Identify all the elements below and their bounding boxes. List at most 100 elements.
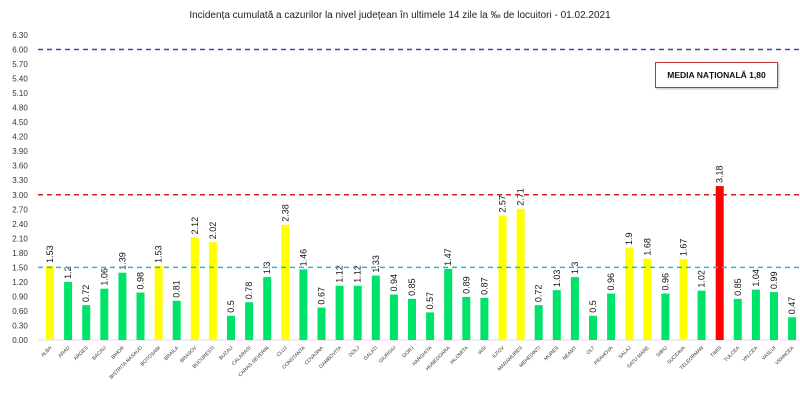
data-label: 0.67 bbox=[317, 287, 327, 305]
y-tick-label: 6.30 bbox=[12, 31, 28, 40]
y-tick-label: 4.80 bbox=[12, 104, 28, 113]
data-label: 2.12 bbox=[190, 217, 200, 235]
data-label: 1.06 bbox=[99, 268, 109, 286]
chart-title: Incidența cumulată a cazurilor la nivel … bbox=[189, 10, 611, 21]
y-tick-label: 5.10 bbox=[12, 89, 28, 98]
data-label: 0.98 bbox=[136, 272, 146, 290]
data-label: 1.9 bbox=[624, 233, 634, 246]
data-label: 2.02 bbox=[208, 222, 218, 240]
bar bbox=[426, 312, 435, 340]
data-label: 1.12 bbox=[335, 265, 345, 283]
bar bbox=[589, 315, 597, 340]
data-label: 0.5 bbox=[226, 300, 236, 313]
y-tick-label: 4.50 bbox=[12, 118, 28, 127]
x-tick-label: PRAHOVA bbox=[593, 345, 615, 367]
data-label: 0.96 bbox=[606, 273, 616, 291]
national-average-box: MEDIA NAȚIONALĂ 1,80 bbox=[655, 62, 778, 88]
data-label: 1.46 bbox=[298, 249, 308, 267]
bar bbox=[607, 293, 616, 340]
bar bbox=[190, 237, 199, 340]
bar bbox=[444, 268, 453, 340]
data-label: 3.18 bbox=[715, 166, 725, 184]
bar bbox=[208, 242, 217, 340]
data-label: 2.71 bbox=[516, 188, 526, 206]
x-tick-label: IALOMITA bbox=[449, 345, 470, 366]
bar bbox=[172, 300, 181, 340]
y-tick-label: 5.40 bbox=[12, 75, 28, 84]
bar bbox=[516, 208, 525, 340]
data-label: 0.78 bbox=[244, 282, 254, 300]
data-label: 0.85 bbox=[733, 278, 743, 296]
x-tick-label: SIBIU bbox=[655, 345, 669, 359]
bar bbox=[697, 290, 706, 340]
y-tick-label: 3.00 bbox=[12, 191, 28, 200]
data-label: 0.96 bbox=[660, 273, 670, 291]
x-tick-label: VRANCEA bbox=[774, 345, 796, 367]
bar bbox=[570, 277, 579, 340]
bar bbox=[154, 265, 163, 340]
y-tick-label: 1.80 bbox=[12, 249, 28, 258]
bar bbox=[245, 302, 254, 340]
x-tick-label: VASLUI bbox=[761, 345, 778, 362]
x-tick-label: VALCEA bbox=[741, 345, 759, 363]
x-tick-label: TULCEA bbox=[723, 345, 742, 364]
y-tick-label: 1.50 bbox=[12, 263, 28, 272]
y-tick-label: 0.00 bbox=[12, 336, 28, 345]
y-tick-label: 2.70 bbox=[12, 205, 28, 214]
x-tick-label: BRAILA bbox=[163, 345, 180, 362]
y-tick-label: 0.30 bbox=[12, 321, 28, 330]
bar bbox=[136, 292, 145, 340]
data-label: 1.53 bbox=[154, 245, 164, 263]
y-tick-label: 0.90 bbox=[12, 292, 28, 301]
bar bbox=[46, 265, 54, 340]
x-tick-label: NEAMT bbox=[562, 345, 579, 362]
data-label: 0.81 bbox=[172, 280, 182, 298]
data-label: 1.47 bbox=[443, 248, 453, 266]
bar bbox=[625, 248, 634, 340]
y-tick-label: 5.70 bbox=[12, 60, 28, 69]
bar bbox=[335, 285, 344, 340]
x-tick-label: ARAD bbox=[57, 345, 71, 359]
data-label: 0.72 bbox=[534, 285, 544, 303]
bar bbox=[715, 186, 724, 340]
data-label: 1.67 bbox=[679, 239, 689, 257]
bar bbox=[643, 258, 652, 340]
bar bbox=[408, 298, 416, 340]
data-label: 1.03 bbox=[552, 270, 562, 288]
bar bbox=[281, 224, 290, 340]
x-tick-label: ARGES bbox=[73, 345, 90, 362]
x-tick-label: IASI bbox=[477, 345, 488, 356]
data-label: 2.57 bbox=[498, 195, 508, 213]
data-label: 1.02 bbox=[697, 270, 707, 288]
bar bbox=[733, 298, 742, 340]
data-label: 1.2 bbox=[63, 266, 73, 279]
data-label: 2.38 bbox=[280, 204, 290, 222]
data-label: 1.04 bbox=[751, 269, 761, 287]
data-label: 0.94 bbox=[389, 274, 399, 292]
data-label: 1.53 bbox=[45, 245, 55, 263]
data-label: 1.68 bbox=[642, 238, 652, 256]
bar bbox=[118, 272, 127, 340]
bar bbox=[552, 290, 561, 340]
x-tick-label: DOLJ bbox=[348, 345, 362, 359]
bar bbox=[371, 275, 380, 340]
bar bbox=[679, 259, 688, 340]
bar bbox=[299, 269, 308, 340]
x-tick-label: BIHOR bbox=[110, 345, 126, 361]
data-label: 0.57 bbox=[425, 292, 435, 310]
y-tick-label: 2.40 bbox=[12, 220, 28, 229]
y-tick-label: 3.60 bbox=[12, 162, 28, 171]
data-label: 0.5 bbox=[588, 300, 598, 313]
bar bbox=[64, 281, 73, 340]
bar bbox=[389, 294, 398, 340]
bar bbox=[353, 285, 362, 340]
bar bbox=[462, 296, 471, 340]
data-label: 0.85 bbox=[407, 278, 417, 296]
bar bbox=[498, 215, 507, 340]
data-label: 1.12 bbox=[353, 265, 363, 283]
y-tick-label: 0.60 bbox=[12, 307, 28, 316]
bar bbox=[480, 297, 489, 340]
y-tick-label: 2.10 bbox=[12, 234, 28, 243]
